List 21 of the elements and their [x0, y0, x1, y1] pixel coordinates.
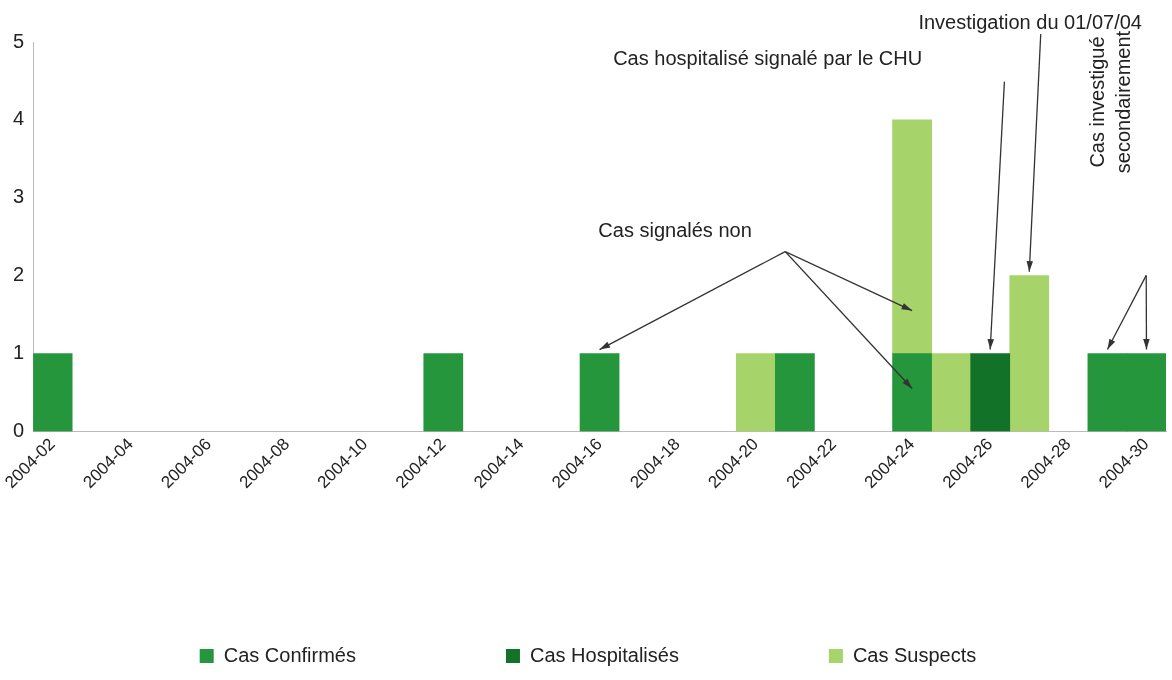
bar [579, 353, 620, 432]
bar [931, 353, 972, 432]
bar [775, 353, 815, 432]
legend-label: Cas Confirmés [223, 643, 356, 666]
legend-label: Cas Suspects [852, 643, 977, 666]
legend-label: Cas Hospitalisés [529, 643, 679, 666]
annotation: Cas hospitalisé signalé par le CHU [613, 47, 923, 70]
annotation: Cas signalés non [598, 218, 752, 241]
y-tick-label: 3 [13, 185, 25, 208]
y-tick-label: 4 [13, 107, 25, 130]
bar [892, 119, 932, 354]
bar [892, 353, 932, 432]
bar [735, 353, 776, 432]
bar [970, 353, 1011, 432]
y-tick-label: 5 [13, 29, 25, 52]
bar [1009, 275, 1050, 432]
y-tick-label: 0 [13, 418, 25, 441]
bar [423, 353, 464, 432]
bar [33, 353, 73, 432]
y-tick-label: 1 [13, 341, 25, 364]
y-tick-label: 2 [13, 263, 25, 286]
